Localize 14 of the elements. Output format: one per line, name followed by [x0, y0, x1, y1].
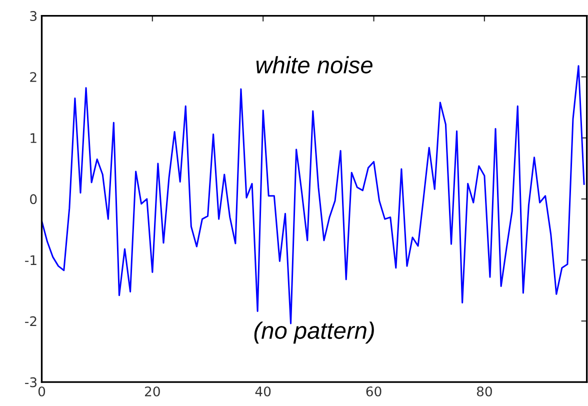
y-tick-label: -3 [25, 377, 37, 388]
annotation: (no pattern) [254, 322, 374, 344]
y-tick-label: 0 [30, 194, 37, 204]
x-tick-label: 20 [144, 386, 160, 396]
x-tick-label: 80 [476, 386, 492, 396]
annotation: white noise [256, 56, 372, 74]
x-tick-label: 40 [255, 386, 271, 396]
y-tick-label: -2 [25, 316, 36, 326]
y-tick-label: 2 [30, 72, 36, 82]
y-tick-label: 1 [30, 133, 36, 143]
y-tick-label: -1 [25, 255, 36, 265]
y-tick-label: 3 [30, 11, 37, 22]
x-tick-label: 60 [366, 386, 382, 396]
x-tick-label: 0 [38, 386, 46, 396]
